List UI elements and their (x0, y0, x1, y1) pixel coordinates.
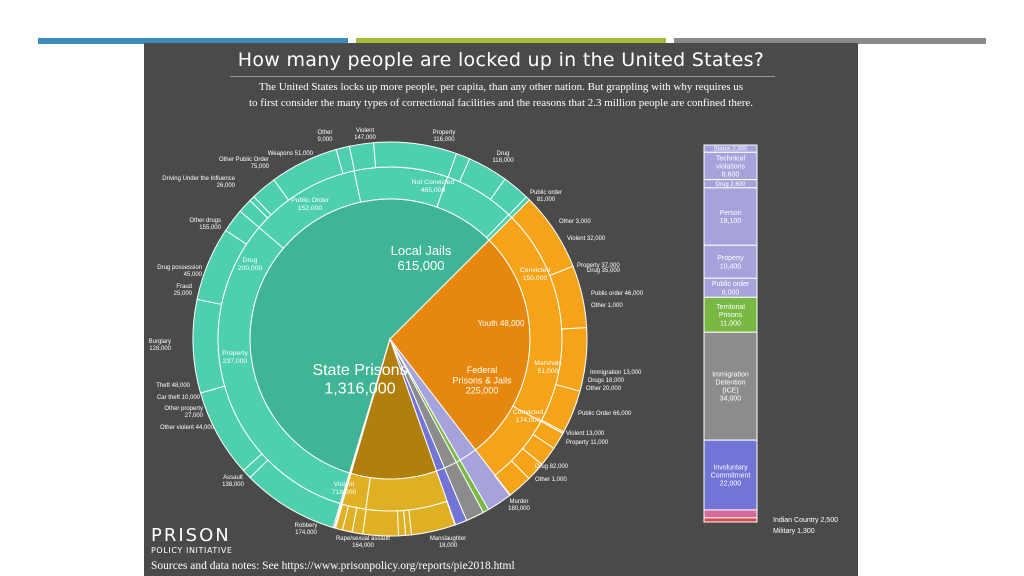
outer-ring-label: Robbery 174,000 (295, 523, 318, 536)
stacked-bar-label: Property 10,400 (717, 255, 744, 270)
stacked-bar-segment (703, 439, 758, 511)
slice-label-state: State Prisons 1,316,000 (312, 362, 407, 397)
middle-ring-label: Property 237,000 (222, 350, 248, 365)
outer-ring-label: Drug 35,000 (587, 268, 621, 274)
outer-ring-label: Public order 46,000 (591, 291, 644, 297)
outer-ring-label: Violent 147,000 (354, 128, 376, 141)
outer-ring-label: Other 1,000 (535, 477, 567, 483)
middle-ring-label: Not Convicted 465,000 (412, 179, 455, 194)
middle-ring-label: Violent 718,000 (332, 481, 357, 496)
outer-ring-label: Other property 27,000 (164, 406, 203, 419)
outer-ring-label: Other 20,000 (586, 386, 622, 392)
slice-label-federal: Federal Prisons & Jails 225,000 (452, 365, 512, 396)
subtitle-line-1: The United States locks up more people, … (258, 81, 744, 93)
title-divider (230, 76, 775, 77)
middle-ring-label: Convicted 150,000 (520, 267, 550, 282)
sources-footnote: Sources and data notes: See https://www.… (151, 560, 515, 572)
outer-ring-label: Violent 32,000 (567, 236, 606, 242)
outer-ring-label: Drug 82,000 (535, 464, 569, 470)
indian-country-label: Indian Country 2,500 (773, 517, 838, 524)
outer-ring-label: Murder 180,000 (508, 499, 530, 512)
outer-ring-label: Rape/sexual assault 164,000 (336, 536, 390, 549)
stacked-bar-label: Immigration Detention (ICE) 34,000 (712, 372, 749, 403)
logo-text: PRISON (151, 525, 231, 546)
middle-ring-label: Public Order 152,000 (291, 197, 330, 212)
outer-ring-label: Property 116,000 (433, 130, 456, 143)
slice-label-jail: Local Jails 615,000 (391, 243, 452, 273)
infographic-panel: How many people are locked up in the Uni… (144, 43, 858, 576)
logo-subtext: POLICY INITIATIVE (151, 546, 233, 555)
incarceration-chart: State Prisons 1,316,000 Local Jails 615,000… (149, 128, 838, 549)
slice-label-youth: Youth 48,000 (478, 319, 525, 328)
military-label: Military 1,300 (773, 528, 815, 535)
outer-ring-label: Violent 13,000 (566, 431, 605, 437)
outer-ring-label: Drugs 18,000 (588, 378, 625, 384)
stacked-bar-segment (703, 296, 758, 333)
stacked-bar-segment (703, 244, 758, 279)
stacked-bar-label: Person 18,100 (719, 210, 741, 225)
stacked-bar-segment (703, 509, 758, 519)
outer-ring-label: Fraud 25,000 (174, 284, 193, 297)
stacked-bar-label: Technical violations 8,600 (716, 155, 746, 178)
stacked-bar-label: Involuntary Commitment 22,000 (711, 464, 751, 487)
outer-ring-label: Car theft 10,000 (157, 395, 201, 401)
outer-ring-label: Driving Under the Influence 26,000 (162, 176, 235, 189)
outer-ring-label: Assault 138,000 (222, 475, 244, 488)
outer-ring-label: Property 37,000 (577, 263, 620, 269)
outer-ring-segment (362, 508, 400, 537)
outer-ring-label-other: Other 1,000 (591, 303, 623, 309)
slide-accent-bar-green (356, 38, 666, 44)
outer-ring-label: Other 9,000 (317, 130, 333, 143)
outer-ring-label: Burglary 128,000 (149, 339, 172, 352)
middle-ring-label: Marshals 51,000 (534, 360, 562, 375)
stacked-bar-label: Status 2,300 (714, 147, 748, 153)
stacked-bar-label: Territorial Prisons 11,000 (716, 304, 745, 327)
outer-ring-label: Weapons 51,000 (268, 151, 314, 157)
outer-ring-involuntary (435, 467, 468, 526)
chart-title: How many people are locked up in the Uni… (237, 49, 765, 71)
outer-ring-segment (493, 474, 511, 497)
outer-ring-label: Property 11,000 (566, 440, 609, 446)
stacked-bar-segment (703, 517, 758, 523)
outer-ring-label: Drug 118,000 (492, 151, 514, 164)
outer-ring-label: Other drugs 155,000 (189, 218, 221, 231)
outer-ring-label: Immigration 13,000 (590, 370, 642, 376)
stacked-bar-segment (703, 331, 758, 441)
middle-ring-label: Convicted 174,000 (513, 409, 543, 424)
slide-accent-bar-blue (38, 38, 348, 44)
outer-ring-label: Public Order 66,000 (578, 411, 632, 417)
outer-ring-segment (334, 503, 350, 531)
stacked-bar-label: Public order 6,000 (712, 281, 750, 296)
outer-ring-label: Other violent 44,000 (160, 425, 215, 431)
outer-ring-label: Other 3,000 (559, 219, 591, 225)
outer-ring-label: Other Public Order 75,000 (219, 157, 270, 170)
outer-ring-label: Manslaughter 18,000 (430, 536, 466, 549)
outer-ring-label: Drug possession 45,000 (157, 265, 202, 278)
outer-ring-label: Public order 81,000 (530, 190, 562, 203)
outer-ring-segment (348, 142, 377, 172)
stacked-bar-segment (703, 187, 758, 246)
outer-ring-label: Theft 48,000 (156, 383, 190, 389)
slide-accent-bar-gray (674, 38, 986, 44)
stacked-bar-segment (703, 151, 758, 181)
stacked-bar-label: Drug 2,600 (716, 182, 746, 188)
subtitle-line-2: to first consider the many types of corr… (249, 97, 753, 109)
middle-ring-label: Drug 200,000 (238, 257, 263, 272)
